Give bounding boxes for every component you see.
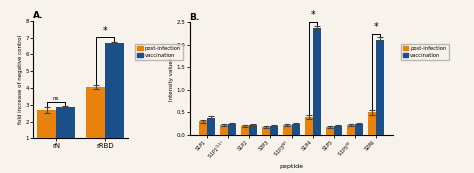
Bar xyxy=(262,127,270,135)
Bar xyxy=(207,118,215,135)
Bar xyxy=(86,87,105,155)
Y-axis label: Intensity values: Intensity values xyxy=(169,57,174,101)
Bar xyxy=(292,124,300,135)
Bar xyxy=(37,110,56,155)
Text: B.: B. xyxy=(190,13,200,22)
Y-axis label: fold increase of negative control: fold increase of negative control xyxy=(18,35,23,124)
Bar xyxy=(376,40,384,135)
Legend: post-infection, vaccination: post-infection, vaccination xyxy=(401,44,449,60)
Text: *: * xyxy=(103,26,108,36)
Bar xyxy=(228,124,236,135)
Bar xyxy=(270,126,278,135)
Bar xyxy=(199,121,207,135)
Bar xyxy=(305,117,313,135)
Text: A.: A. xyxy=(33,11,44,20)
Bar xyxy=(249,125,257,135)
Text: *: * xyxy=(374,22,379,32)
Bar xyxy=(368,112,376,135)
Legend: post-infection, vaccination: post-infection, vaccination xyxy=(136,44,183,60)
Bar xyxy=(334,126,342,135)
Bar xyxy=(347,125,355,135)
Text: ns: ns xyxy=(53,96,59,101)
Text: *: * xyxy=(310,10,315,20)
X-axis label: peptide: peptide xyxy=(280,164,303,169)
Bar xyxy=(105,43,124,155)
Bar xyxy=(241,126,249,135)
Bar xyxy=(56,107,75,155)
Bar xyxy=(313,28,321,135)
Bar xyxy=(326,127,334,135)
Bar xyxy=(355,124,363,135)
Bar xyxy=(220,125,228,135)
Bar xyxy=(283,125,292,135)
